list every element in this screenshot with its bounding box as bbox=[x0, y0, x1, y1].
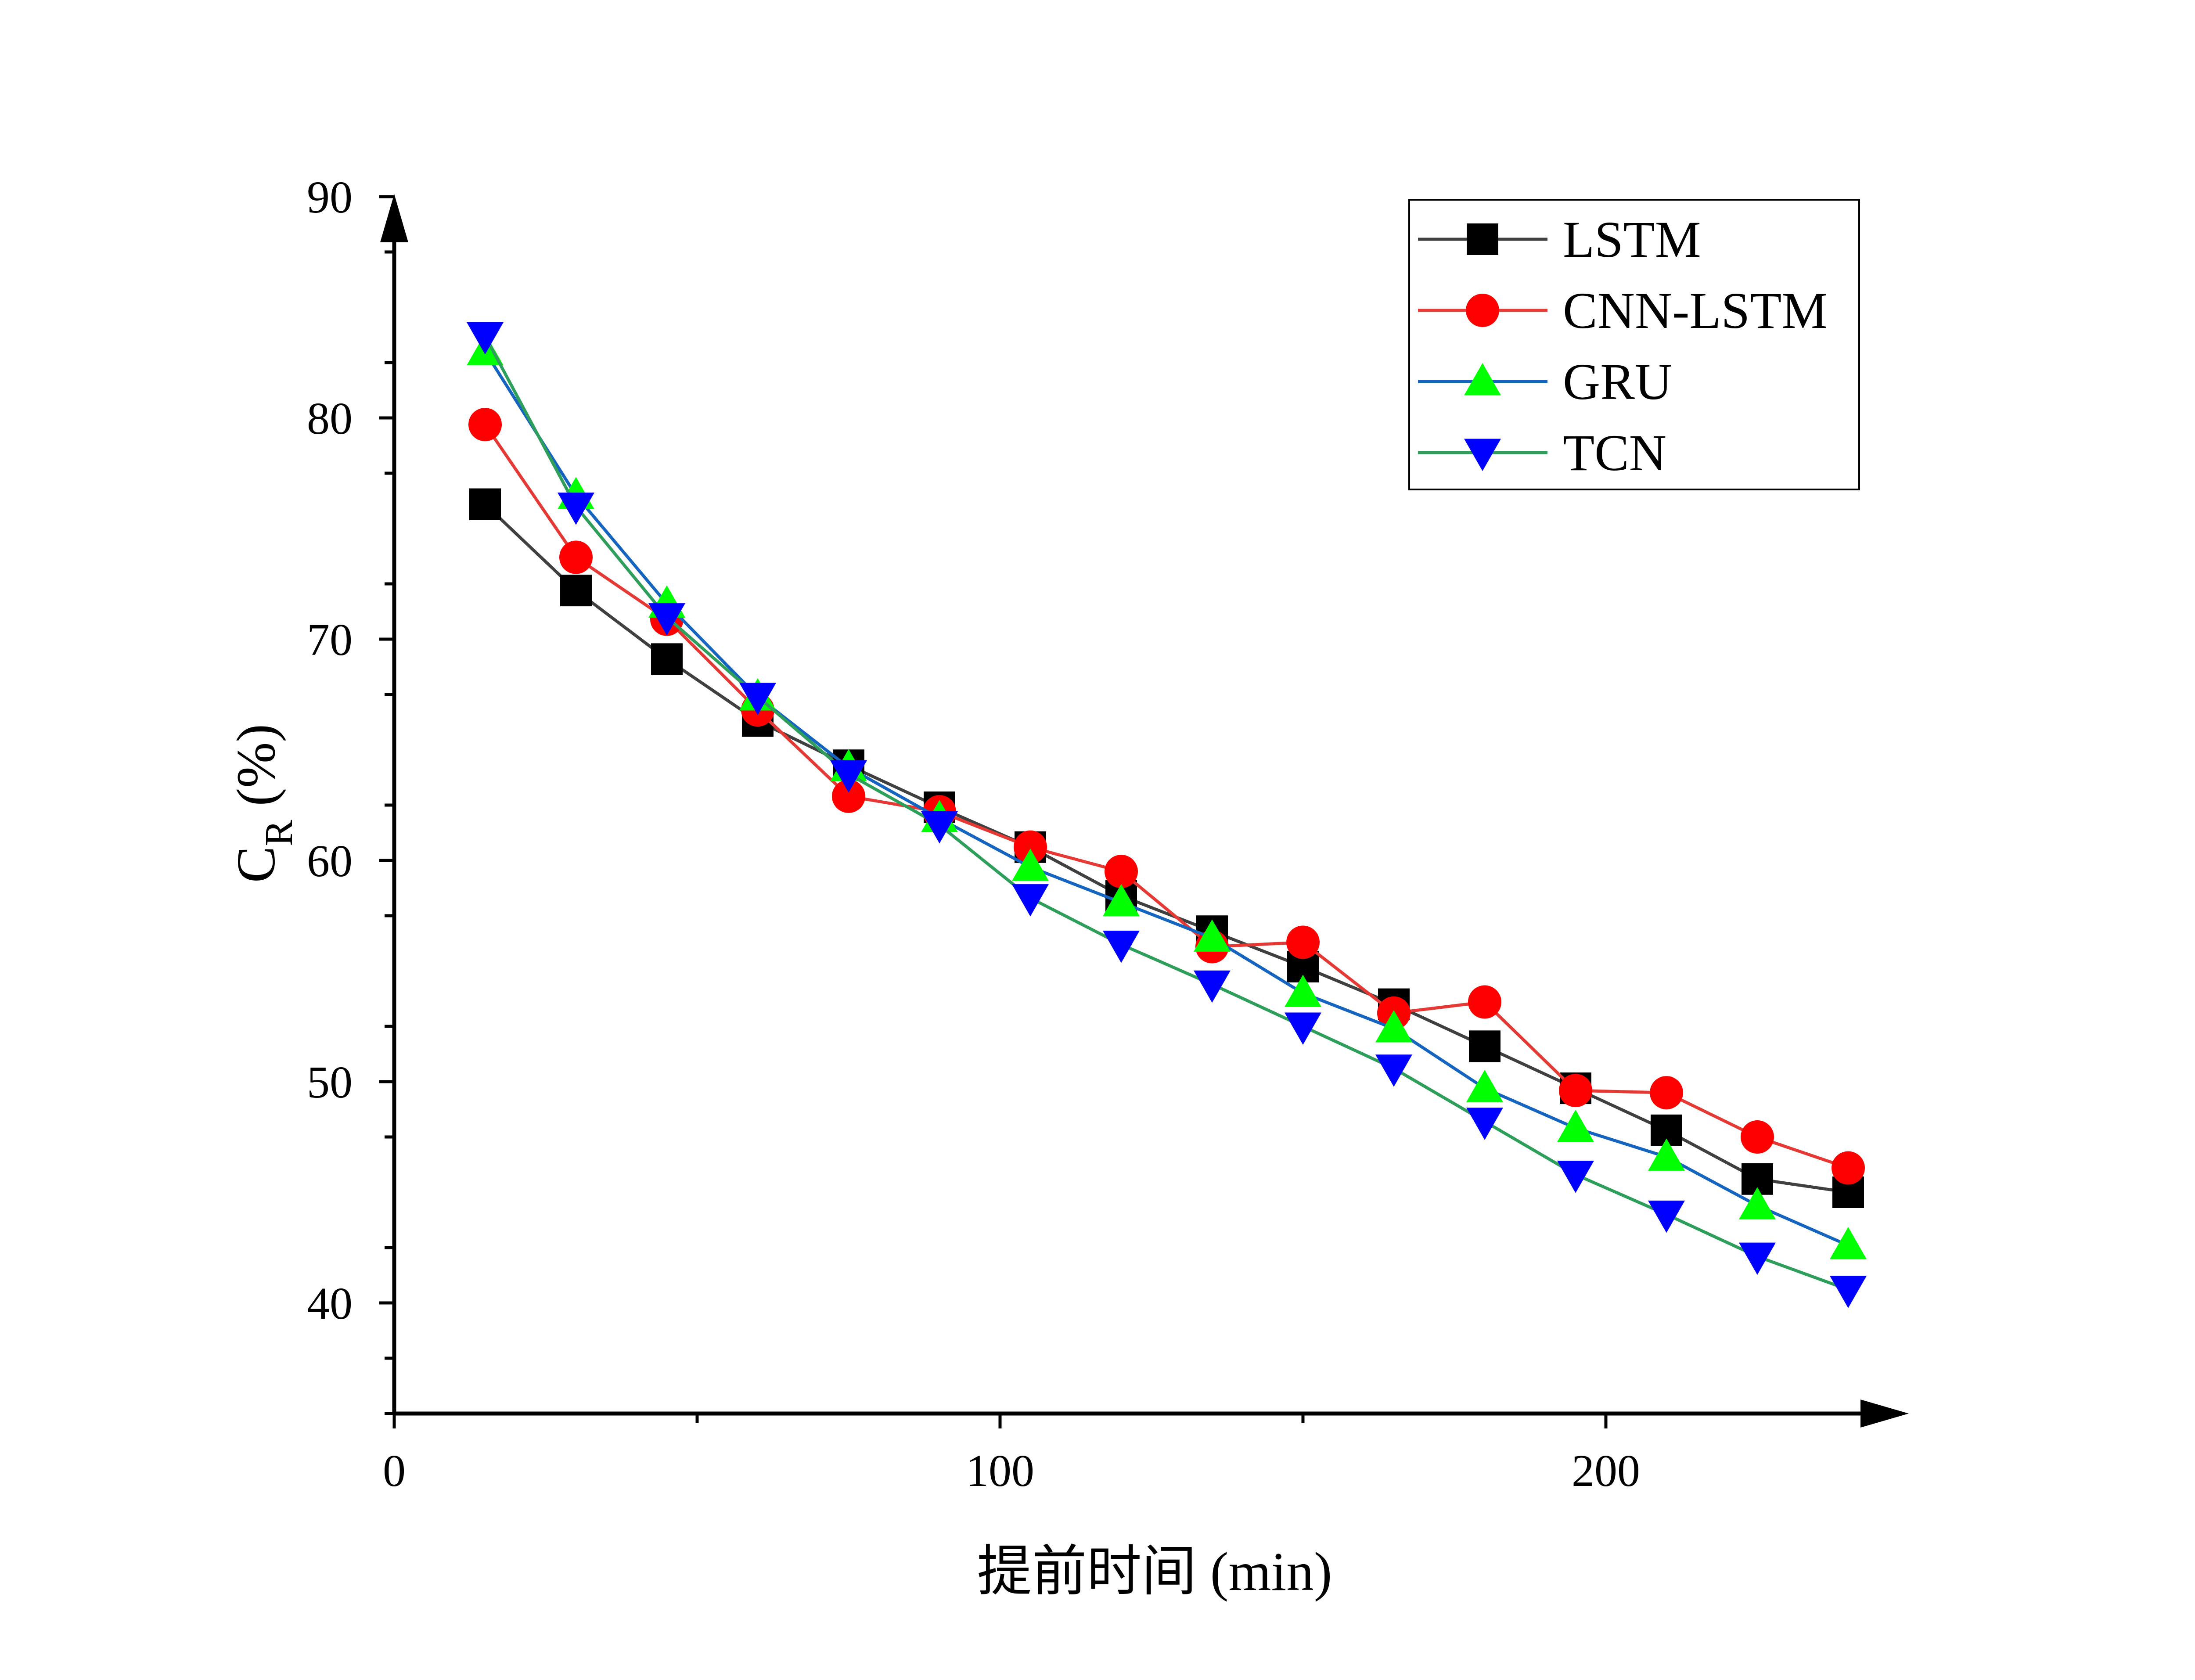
data-point-cnn-lstm bbox=[1105, 855, 1138, 889]
data-point-cnn-lstm bbox=[1650, 1076, 1683, 1110]
data-point-gru bbox=[1375, 1010, 1412, 1043]
y-axis-title: CR (%) bbox=[226, 724, 301, 883]
data-point-lstm bbox=[469, 488, 501, 520]
y-tick-label: 60 bbox=[307, 836, 353, 886]
legend-items: LSTM CNN-LSTM GRU TCN bbox=[1418, 211, 1828, 482]
data-point-tcn bbox=[1739, 1242, 1776, 1275]
data-point-tcn bbox=[1648, 1200, 1685, 1233]
data-point-tcn bbox=[558, 493, 594, 525]
data-point-tcn bbox=[830, 760, 867, 793]
data-point-tcn bbox=[648, 603, 685, 636]
data-point-tcn bbox=[1012, 884, 1049, 917]
data-point-tcn bbox=[1466, 1108, 1503, 1140]
legend-swatch-marker bbox=[1464, 363, 1501, 396]
data-point-gru bbox=[1648, 1138, 1685, 1171]
data-point-cnn-lstm bbox=[1559, 1074, 1592, 1108]
y-tick-label: 90 bbox=[307, 172, 353, 223]
ticks bbox=[379, 195, 1608, 1428]
data-point-lstm bbox=[1469, 1030, 1501, 1062]
x-axis-arrow bbox=[1860, 1399, 1909, 1428]
legend-label: CNN-LSTM bbox=[1563, 282, 1828, 339]
y-tick-label: 50 bbox=[307, 1057, 353, 1108]
data-point-cnn-lstm bbox=[559, 540, 593, 574]
series-layer bbox=[467, 322, 1867, 1308]
data-point-cnn-lstm bbox=[1741, 1120, 1774, 1154]
legend-swatch-marker bbox=[1467, 223, 1498, 255]
data-point-gru bbox=[1103, 884, 1140, 917]
tick-labels: 0 100 200 40 50 60 70 80 90 bbox=[307, 172, 1640, 1496]
data-point-gru bbox=[1557, 1109, 1594, 1142]
x-tick-label: 100 bbox=[966, 1446, 1034, 1496]
series-line-gru bbox=[484, 350, 1849, 1247]
data-point-cnn-lstm bbox=[1832, 1151, 1865, 1185]
data-point-gru bbox=[1194, 919, 1231, 952]
data-point-gru bbox=[1012, 849, 1049, 881]
legend-swatch-marker bbox=[1466, 294, 1499, 327]
x-axis-title: 提前时间 (min) bbox=[977, 1542, 1332, 1602]
legend: LSTM CNN-LSTM GRU TCN bbox=[1408, 199, 1860, 490]
data-point-tcn bbox=[1557, 1161, 1594, 1193]
data-point-gru bbox=[1466, 1070, 1503, 1102]
series-line-cnn-lstm bbox=[484, 424, 1849, 1169]
data-point-tcn bbox=[1285, 1012, 1321, 1045]
legend-label: LSTM bbox=[1563, 211, 1701, 268]
y-axis-title-suffix: (%) bbox=[226, 724, 287, 820]
data-point-cnn-lstm bbox=[1468, 985, 1501, 1019]
data-point-tcn bbox=[1194, 970, 1231, 1003]
axes bbox=[380, 194, 1909, 1428]
y-axis-title-subscript: R bbox=[257, 820, 301, 846]
legend-item-tcn: TCN bbox=[1418, 424, 1666, 482]
legend-label: GRU bbox=[1563, 353, 1672, 410]
data-point-tcn bbox=[467, 322, 504, 355]
data-point-gru bbox=[1830, 1227, 1867, 1259]
data-point-cnn-lstm bbox=[468, 408, 502, 442]
data-point-tcn bbox=[739, 683, 776, 716]
x-tick-label: 200 bbox=[1572, 1446, 1640, 1496]
x-tick-label: 0 bbox=[383, 1446, 406, 1496]
y-tick-label: 70 bbox=[307, 615, 353, 665]
data-point-tcn bbox=[1375, 1054, 1412, 1087]
legend-item-cnn-lstm: CNN-LSTM bbox=[1418, 282, 1828, 339]
data-point-lstm bbox=[560, 575, 592, 607]
data-point-cnn-lstm bbox=[832, 779, 865, 813]
data-point-lstm bbox=[651, 643, 683, 675]
legend-item-lstm: LSTM bbox=[1418, 211, 1701, 268]
series-line-lstm bbox=[484, 503, 1849, 1194]
y-tick-label: 80 bbox=[307, 393, 353, 444]
legend-item-gru: GRU bbox=[1418, 353, 1672, 410]
data-point-cnn-lstm bbox=[1014, 830, 1047, 864]
data-point-tcn bbox=[921, 811, 958, 844]
series-line-tcn bbox=[483, 335, 1849, 1291]
data-point-gru bbox=[1285, 975, 1321, 1007]
y-axis-title-main: C bbox=[226, 846, 287, 883]
series-tcn bbox=[467, 322, 1867, 1308]
legend-label: TCN bbox=[1563, 424, 1666, 482]
data-point-cnn-lstm bbox=[1286, 925, 1320, 959]
y-tick-label: 40 bbox=[307, 1278, 353, 1329]
data-point-tcn bbox=[1103, 931, 1140, 963]
data-point-gru bbox=[1739, 1187, 1776, 1220]
data-point-tcn bbox=[1830, 1276, 1867, 1308]
y-axis-arrow bbox=[380, 194, 408, 242]
legend-swatch-marker bbox=[1464, 439, 1501, 471]
